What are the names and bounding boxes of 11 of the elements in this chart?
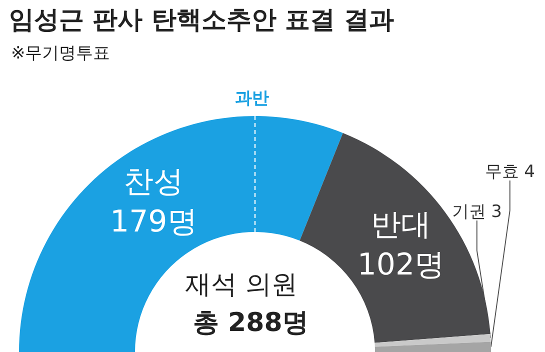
slice-label: 찬성 (124, 164, 184, 200)
chart-title: 임성근 판사 탄핵소추안 표결 결과 (9, 5, 394, 34)
text: 총 288명 (193, 308, 308, 338)
slice-label: 반대 (370, 207, 431, 242)
data-label: 179명 (110, 204, 198, 240)
slice-label: 무효 4 (484, 162, 535, 182)
slice-label: 기권 3 (452, 202, 502, 222)
data-label: 102명 (357, 247, 445, 282)
text: 과반 (235, 88, 269, 108)
chart-subtitle: ※무기명투표 (11, 44, 110, 64)
text: 재석 의원 (185, 270, 298, 300)
